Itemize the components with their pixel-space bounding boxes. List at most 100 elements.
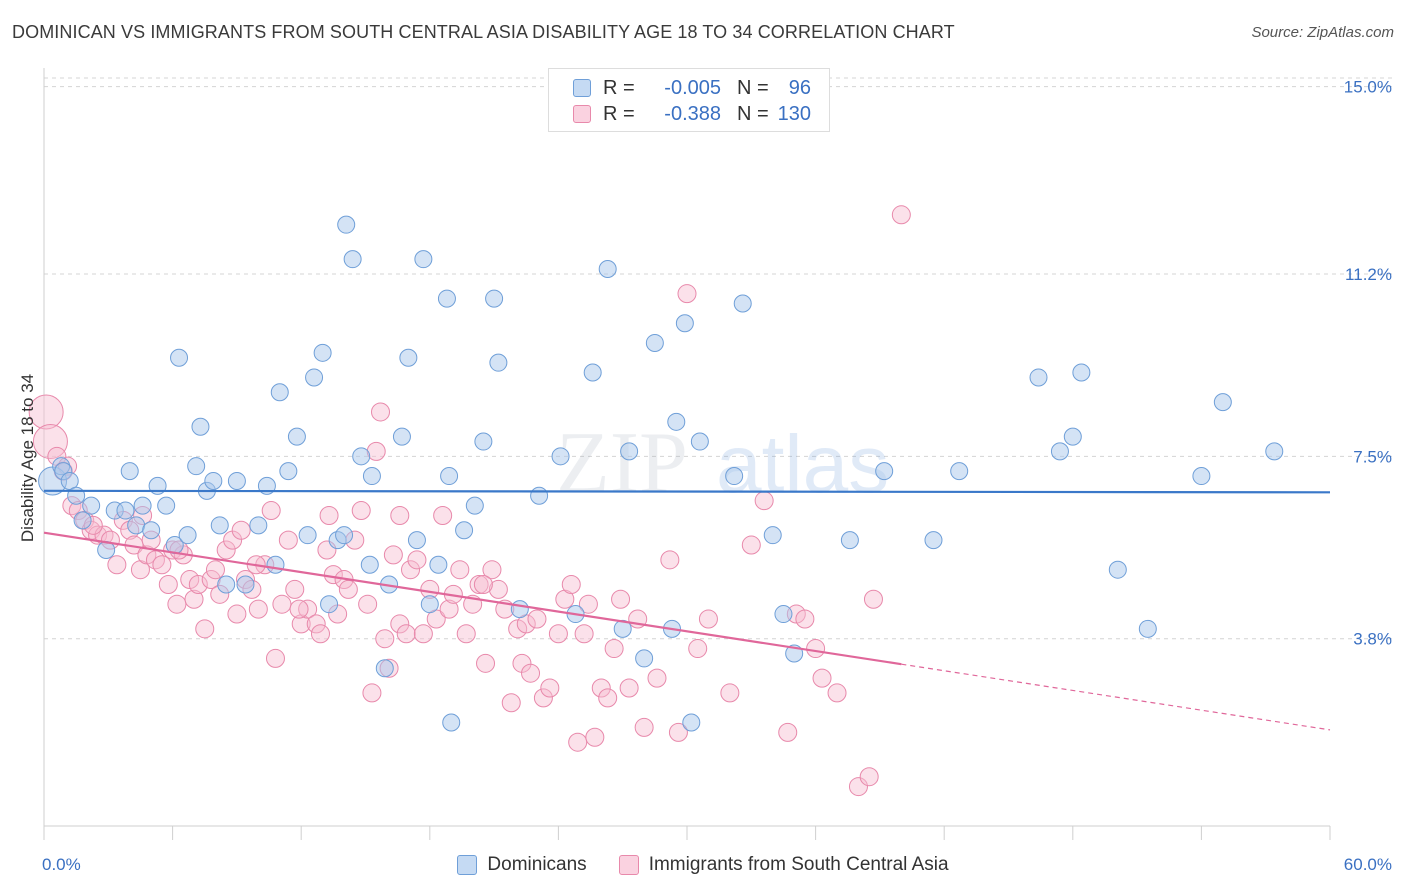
data-point-dominicans	[875, 462, 894, 481]
data-point-dominicans	[489, 353, 508, 372]
data-point-immigrants	[188, 574, 208, 594]
data-point-dominicans	[82, 496, 101, 515]
data-point-dominicans	[337, 215, 356, 234]
data-point-dominicans	[298, 526, 317, 545]
data-point-dominicans	[204, 471, 223, 490]
legend-swatch-pink	[573, 105, 591, 123]
data-point-dominicans	[170, 348, 189, 367]
data-point-immigrants	[527, 609, 547, 629]
data-point-dominicans	[551, 447, 570, 466]
data-point-dominicans	[116, 501, 135, 520]
data-point-immigrants	[375, 629, 395, 649]
data-point-dominicans	[362, 467, 381, 486]
data-point-dominicans	[375, 659, 394, 678]
data-point-immigrants	[107, 555, 127, 575]
data-point-immigrants	[598, 688, 618, 708]
data-point-immigrants	[358, 594, 378, 614]
data-point-dominicans	[127, 516, 146, 535]
data-point-dominicans	[645, 333, 664, 352]
data-point-dominicans	[217, 575, 236, 594]
data-point-dominicans	[635, 649, 654, 668]
x-tick-label: 60.0%	[1344, 855, 1392, 874]
data-point-immigrants	[521, 663, 541, 683]
data-point-immigrants	[396, 624, 416, 644]
data-point-immigrants	[401, 560, 421, 580]
data-point-dominicans	[1050, 442, 1069, 461]
data-point-dominicans	[352, 447, 371, 466]
data-point-immigrants	[289, 599, 309, 619]
data-point-dominicans	[236, 575, 255, 594]
legend-label: Dominicans	[487, 854, 587, 875]
data-point-dominicans	[530, 486, 549, 505]
y-axis-label: Disability Age 18 to 34	[18, 373, 37, 543]
series-immigrants-points	[28, 205, 911, 797]
data-point-dominicans	[950, 462, 969, 481]
watermark-zip: ZIP	[556, 415, 688, 512]
data-point-dominicans	[270, 383, 289, 402]
data-point-immigrants	[668, 722, 688, 742]
data-point-immigrants	[310, 624, 330, 644]
data-point-immigrants	[568, 732, 588, 752]
data-point-immigrants	[278, 530, 298, 550]
data-point-dominicans	[279, 462, 298, 481]
data-point-immigrants	[371, 402, 391, 422]
trend-line-immigrants	[43, 531, 902, 666]
data-point-immigrants	[195, 619, 215, 639]
legend-swatch-blue	[457, 855, 478, 875]
data-point-immigrants	[812, 668, 832, 688]
n-value: 130	[777, 102, 811, 125]
data-point-dominicans	[392, 427, 411, 446]
n-label: N =	[737, 102, 769, 125]
source-label: Source: ZipAtlas.com	[1251, 24, 1394, 41]
data-point-dominicans	[178, 526, 197, 545]
data-point-immigrants	[591, 678, 611, 698]
data-point-immigrants	[439, 599, 459, 619]
data-point-dominicans	[420, 595, 439, 614]
data-point-immigrants	[698, 609, 718, 629]
data-point-immigrants	[433, 505, 453, 525]
data-point-immigrants	[390, 505, 410, 525]
legend-swatch-blue	[573, 79, 591, 97]
data-point-immigrants	[634, 717, 654, 737]
data-point-dominicans	[227, 471, 246, 490]
data-point-dominicans	[725, 467, 744, 486]
data-point-dominicans	[620, 442, 639, 461]
y-tick-label: 3.8%	[1353, 630, 1392, 649]
data-point-dominicans	[667, 412, 686, 431]
data-point-immigrants	[319, 505, 339, 525]
data-point-dominicans	[313, 343, 332, 362]
data-point-immigrants	[306, 614, 326, 634]
legend-item-dominicans: Dominicans	[457, 854, 587, 876]
data-point-dominicans	[249, 516, 268, 535]
data-point-immigrants	[272, 594, 292, 614]
data-point-dominicans	[157, 496, 176, 515]
data-point-immigrants	[720, 683, 740, 703]
data-point-dominicans	[73, 511, 92, 530]
data-point-dominicans	[1192, 467, 1211, 486]
data-point-immigrants	[450, 560, 470, 580]
data-point-dominicans	[320, 595, 339, 614]
legend-row-immigrants: R = -0.388 N = 130	[573, 101, 811, 127]
data-point-immigrants	[152, 555, 172, 575]
data-point-immigrants	[205, 560, 225, 580]
x-tick-label: 0.0%	[42, 855, 81, 874]
r-value: -0.388	[664, 102, 721, 125]
n-value: 96	[788, 76, 811, 99]
legend-item-immigrants: Immigrants from South Central Asia	[618, 854, 949, 876]
data-point-dominicans	[429, 555, 448, 574]
data-point-dominicans	[305, 368, 324, 387]
data-point-dominicans	[287, 427, 306, 446]
data-point-immigrants	[501, 693, 521, 713]
data-point-dominicans	[442, 713, 461, 732]
data-point-immigrants	[891, 205, 911, 225]
trend-line-dominicans	[43, 489, 1331, 494]
data-point-immigrants	[261, 501, 281, 521]
data-point-dominicans	[1265, 442, 1284, 461]
data-point-immigrants	[351, 501, 371, 521]
data-point-immigrants	[248, 599, 268, 619]
data-point-dominicans	[360, 555, 379, 574]
data-point-immigrants	[619, 678, 639, 698]
data-point-immigrants	[778, 722, 798, 742]
data-point-immigrants	[227, 604, 247, 624]
